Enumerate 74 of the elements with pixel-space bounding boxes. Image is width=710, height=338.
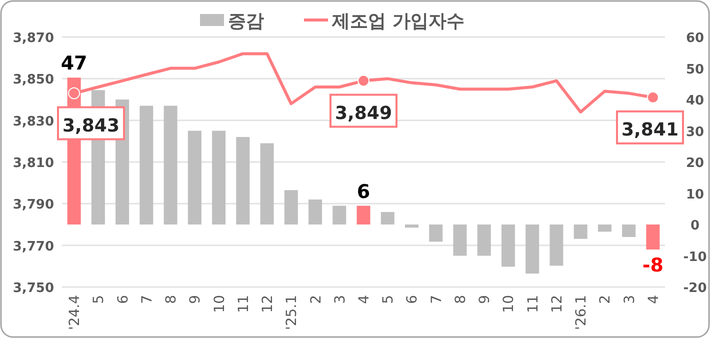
x-tick-label: 12	[260, 295, 276, 313]
x-tick-label: 2	[598, 295, 614, 304]
bar	[332, 206, 346, 224]
x-tick-label: '26.1	[574, 295, 590, 330]
y-tick-label: 3,810	[12, 156, 54, 171]
x-tick-label: 10	[212, 295, 228, 313]
bar	[140, 106, 154, 224]
y2-tick-label: 30	[686, 124, 704, 140]
data-label: 3,841	[622, 119, 678, 140]
point	[646, 91, 659, 104]
x-tick-label: 9	[477, 295, 494, 304]
x-tick-label: 3	[332, 295, 348, 304]
x-tick-label: 6	[404, 294, 421, 304]
bar	[212, 130, 226, 224]
bar	[236, 137, 250, 224]
x-tick-label: 12	[549, 295, 566, 313]
data-label: -8	[642, 254, 664, 276]
y2-tick-label: 0	[690, 218, 700, 234]
bar	[453, 224, 467, 256]
x-tick-label: 4	[646, 294, 662, 304]
bar	[356, 206, 370, 224]
bar	[574, 224, 588, 239]
x-tick-label: 5	[380, 295, 397, 304]
x-tick-label: 11	[236, 295, 252, 313]
data-label: 3,843	[62, 115, 120, 136]
y2-tick-label: 50	[686, 62, 704, 78]
y-tick-label: 3,770	[12, 239, 54, 254]
bar	[501, 224, 515, 267]
legend-label: 제조업 가입자수	[331, 11, 464, 32]
x-tick-label: 7	[428, 295, 445, 304]
x-tick-label: 4	[356, 294, 372, 304]
y2-tick-label: -20	[683, 281, 707, 296]
x-tick-label: '24.4	[67, 294, 84, 330]
bar	[598, 224, 612, 232]
data-label: 3,849	[335, 102, 392, 124]
y2-tick-label: 40	[686, 94, 704, 108]
x-tick-label: 2	[308, 295, 324, 304]
y-tick-label: 3,830	[12, 114, 54, 130]
data-label: 47	[60, 52, 88, 75]
y2-tick-label: 20	[686, 156, 704, 171]
point	[68, 87, 80, 100]
bar	[284, 190, 298, 224]
bar	[404, 224, 418, 228]
x-tick-label: 5	[91, 295, 108, 304]
x-tick-label: 8	[164, 295, 180, 304]
bar	[646, 224, 660, 250]
x-tick-label: 8	[452, 295, 469, 304]
bar	[429, 224, 443, 242]
x-tick-label: 11	[525, 295, 542, 313]
bar	[380, 212, 394, 224]
x-tick-label: 6	[115, 294, 132, 304]
x-tick-label: 9	[188, 295, 204, 304]
bar	[477, 224, 491, 256]
y2-tick-label: 60	[686, 31, 704, 46]
x-tick-label: 7	[139, 295, 156, 304]
bar	[164, 106, 178, 224]
y2-tick-label: -10	[683, 250, 707, 265]
x-tick-label: 10	[501, 295, 518, 313]
y-tick-label: 3,850	[12, 72, 54, 88]
x-tick-label: '25.1	[284, 295, 300, 330]
y-tick-label: 3,790	[12, 198, 54, 213]
y-tick-label: 3,750	[12, 281, 54, 296]
bar	[526, 224, 540, 274]
bar	[622, 224, 636, 237]
y-tick-label: 3,870	[12, 31, 54, 46]
bar	[550, 224, 564, 266]
bar	[260, 143, 274, 224]
bar	[188, 130, 202, 224]
y2-tick-label: 10	[686, 187, 704, 202]
point	[358, 74, 370, 87]
data-label: 6	[356, 180, 370, 203]
legend-label: 증감	[228, 11, 264, 32]
bar	[308, 200, 322, 224]
x-tick-label: 3	[622, 295, 638, 304]
